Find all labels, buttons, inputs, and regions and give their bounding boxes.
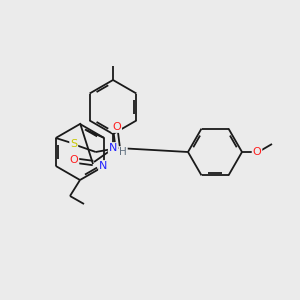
Text: S: S — [70, 139, 77, 149]
Text: N: N — [99, 161, 107, 171]
Text: H: H — [119, 147, 127, 157]
Text: O: O — [253, 147, 261, 157]
Text: O: O — [112, 122, 121, 132]
Text: N: N — [109, 143, 117, 153]
Text: O: O — [70, 155, 78, 165]
